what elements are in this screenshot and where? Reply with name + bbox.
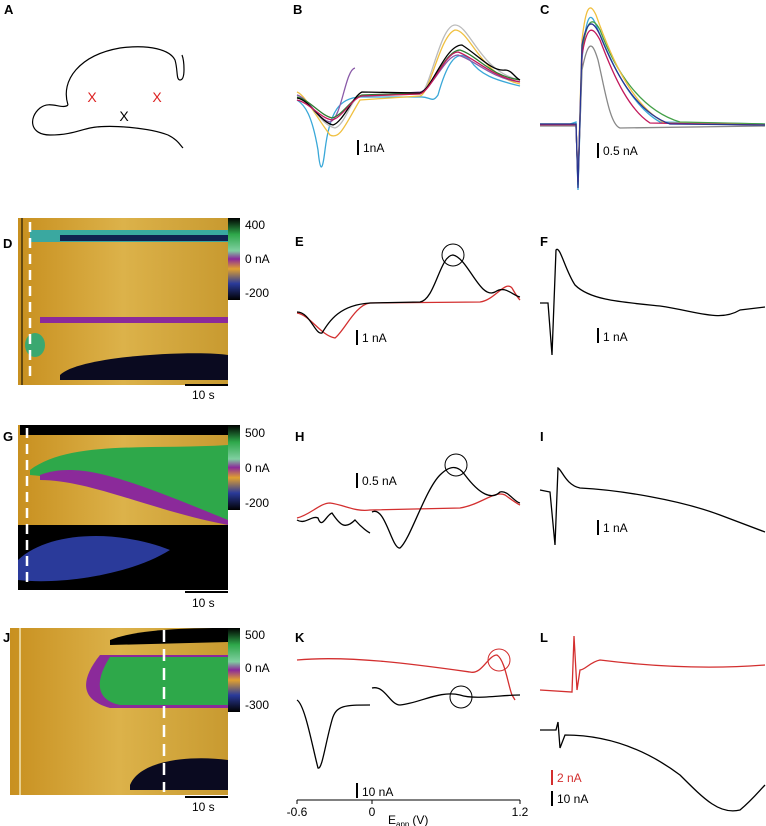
heatmap — [18, 218, 228, 385]
colorbar-label: 500 — [245, 628, 265, 642]
scale-label: 2 nA — [557, 771, 582, 785]
heatmap — [18, 425, 228, 590]
colorbar-label: 0 nA — [245, 252, 270, 266]
colorbar-label: 500 — [245, 426, 265, 440]
panel-label: D — [3, 236, 12, 251]
x-axis-label: Eapp (V) — [388, 813, 428, 826]
peak-marker — [444, 453, 468, 477]
time-label: 10 s — [192, 596, 215, 610]
axis-symbol: E — [388, 813, 396, 826]
colorbar — [228, 425, 240, 510]
colorbar-label: -300 — [245, 698, 269, 712]
scale-label: 10 nA — [362, 785, 393, 799]
voltammogram — [296, 466, 521, 549]
colorbar-label: 0 nA — [245, 461, 270, 475]
scale-label: 0.5 nA — [362, 474, 397, 488]
scale-label: 1 nA — [603, 521, 628, 535]
marker: X — [87, 89, 97, 105]
peak-marker — [487, 648, 511, 672]
panel-label: H — [295, 429, 304, 444]
current-trace — [540, 248, 766, 356]
scale-label: 0.5 nA — [603, 144, 638, 158]
panel-label: B — [293, 2, 302, 17]
panel-label: L — [540, 630, 548, 645]
marker: X — [152, 89, 162, 105]
scale-label: 1nA — [363, 141, 384, 155]
current-trace — [540, 721, 766, 812]
time-label: 10 s — [192, 388, 215, 402]
current-traces — [540, 7, 766, 191]
panel-label: E — [295, 234, 304, 249]
voltammograms — [296, 24, 521, 168]
x-tick-label: -0.6 — [287, 805, 308, 819]
voltammogram — [296, 254, 521, 334]
colorbar — [228, 628, 240, 712]
scale-label: 1 nA — [603, 330, 628, 344]
x-tick-label: 1.2 — [512, 805, 529, 819]
panel-label: G — [3, 429, 13, 444]
marker: X — [119, 108, 129, 124]
x-axis — [296, 799, 521, 804]
peak-marker — [441, 243, 465, 267]
peak-marker — [449, 685, 473, 709]
panel-label: A — [4, 2, 14, 17]
scale-label: 1 nA — [362, 331, 387, 345]
voltammogram — [296, 285, 521, 339]
time-label: 10 s — [192, 800, 215, 814]
voltammogram — [296, 493, 521, 519]
colorbar — [228, 218, 240, 300]
colorbar-label: 400 — [245, 218, 265, 232]
panel-label: F — [540, 234, 548, 249]
panel-label: I — [540, 429, 544, 444]
brain-outline — [32, 46, 185, 149]
colorbar-label: -200 — [245, 496, 269, 510]
colorbar-label: 0 nA — [245, 661, 270, 675]
axis-unit: (V) — [412, 813, 428, 826]
axis-subscript: app — [396, 820, 410, 826]
current-trace — [539, 635, 766, 693]
x-tick-label: 0 — [369, 805, 376, 819]
heatmap — [10, 628, 228, 795]
colorbar-label: -200 — [245, 286, 269, 300]
panel-label: J — [3, 630, 10, 645]
panel-label: K — [295, 630, 305, 645]
current-trace — [539, 466, 766, 546]
scale-label: 10 nA — [557, 792, 588, 806]
panel-label: C — [540, 2, 550, 17]
voltammogram — [296, 654, 516, 701]
voltammogram — [296, 687, 521, 769]
